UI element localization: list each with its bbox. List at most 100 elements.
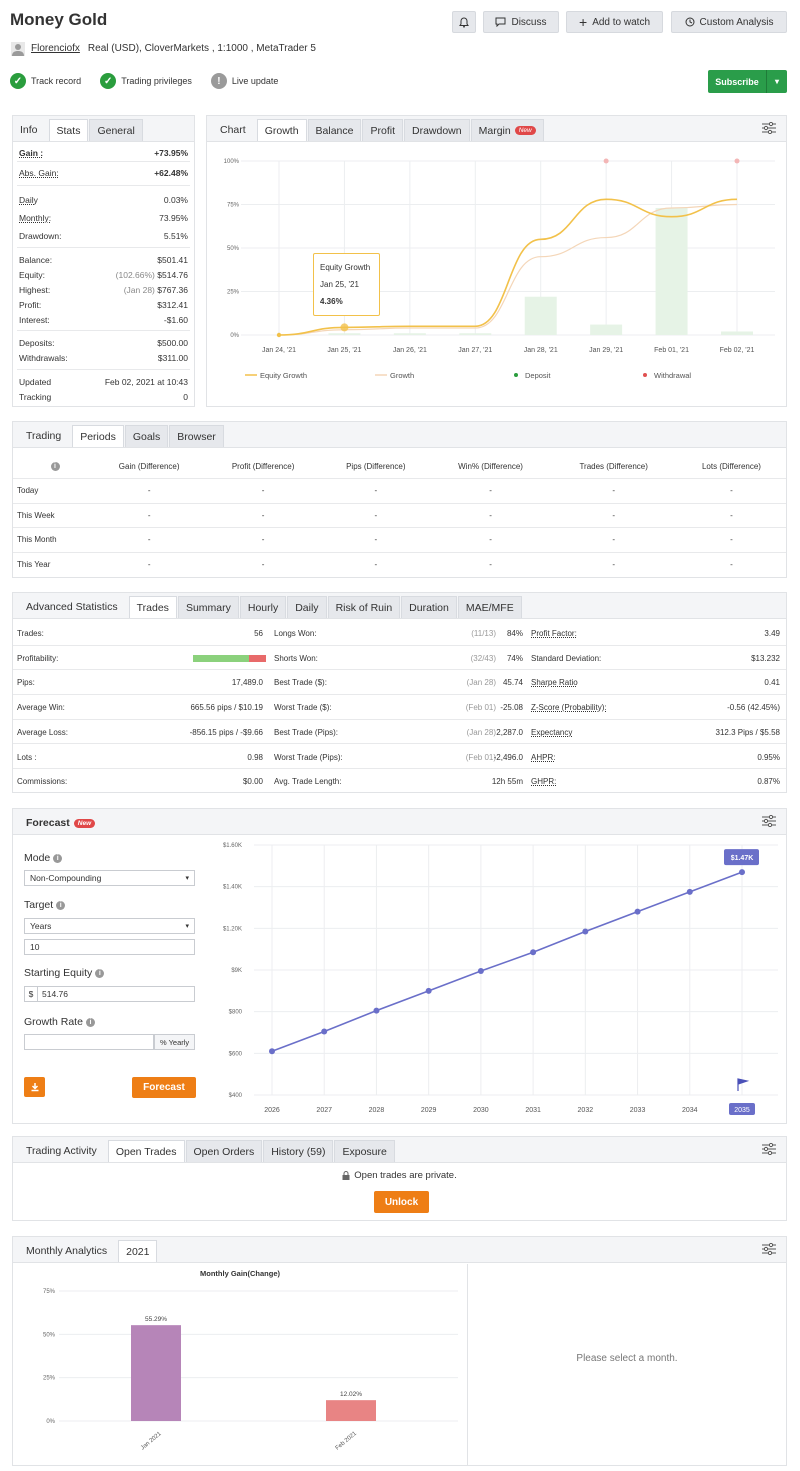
- download-icon: [31, 1083, 38, 1092]
- tab-daily[interactable]: Daily: [287, 596, 327, 618]
- y-tick-label: 100%: [224, 159, 240, 165]
- forecast-line: [271, 871, 743, 1052]
- discuss-button[interactable]: Discuss: [483, 11, 559, 33]
- data-point: [340, 323, 349, 332]
- tab-trading[interactable]: Trading: [26, 430, 62, 442]
- profit-value: $312.41: [157, 299, 188, 310]
- page-title: Money Gold: [10, 10, 108, 29]
- y-tick-label: $600: [229, 1051, 243, 1057]
- stat-value: 0.41: [764, 678, 780, 688]
- tab-history[interactable]: History (59): [263, 1140, 334, 1162]
- starting-equity-input[interactable]: $514.76: [24, 986, 195, 1002]
- periods-panel: Trading Periods Goals Browser i Gain (Di…: [12, 421, 787, 578]
- tab-general[interactable]: General: [89, 119, 143, 141]
- monthly-analytics-panel: Monthly Analytics 2021 Monthly Gain(Chan…: [12, 1236, 787, 1466]
- years-input[interactable]: 10: [24, 939, 195, 955]
- stat-value: 17,489.0: [231, 678, 263, 688]
- tab-margin[interactable]: Margin New: [470, 119, 544, 141]
- download-button[interactable]: [24, 1077, 45, 1097]
- stat-label: Profitability:: [17, 653, 59, 663]
- notifications-button[interactable]: [452, 11, 476, 33]
- unlock-button[interactable]: Unlock: [374, 1191, 429, 1213]
- deposits-value: $500.00: [157, 337, 188, 348]
- tab-profit[interactable]: Profit: [362, 119, 403, 141]
- legend-entry: Withdrawal: [654, 371, 691, 380]
- add-to-watch-button[interactable]: + Add to watch: [566, 11, 663, 33]
- growth-rate-input[interactable]: [24, 1034, 154, 1050]
- info-icon: i: [56, 900, 66, 910]
- subscribe-button[interactable]: Subscribe ▾: [708, 70, 787, 93]
- tab-trading-activity[interactable]: Trading Activity: [26, 1145, 97, 1157]
- user-link[interactable]: Florenciofx: [31, 43, 80, 54]
- private-trades-message: Open trades are private.: [354, 1170, 457, 1181]
- tab-stats[interactable]: Stats: [48, 119, 89, 141]
- tab-mae-mfe[interactable]: MAE/MFE: [457, 596, 522, 618]
- deposit-bar: [328, 333, 361, 335]
- mode-select[interactable]: Non-Compounding ▾: [24, 870, 195, 886]
- stat-note: (Feb 01): [465, 752, 496, 762]
- advanced-statistics-panel: Advanced Statistics Trades Summary Hourl…: [12, 592, 787, 793]
- x-tick-label: Jan 2021: [140, 1431, 163, 1452]
- x-tick-label: 2029: [421, 1107, 437, 1114]
- y-tick-label: 50%: [43, 1332, 56, 1338]
- target-label: Target: [24, 899, 54, 911]
- tab-trades[interactable]: Trades: [128, 596, 177, 618]
- stat-value: 56: [254, 629, 263, 638]
- stat-label: Worst Trade ($):: [274, 703, 332, 713]
- deposit-bar: [524, 296, 557, 335]
- settings-sliders-icon[interactable]: [762, 1243, 776, 1255]
- tab-chart[interactable]: Chart: [220, 124, 246, 136]
- tab-periods[interactable]: Periods: [72, 425, 124, 447]
- forecast-chart: $400 $600 $800 $9K $1.20K $1.40K $1.60K 2026 202…: [223, 843, 778, 1115]
- data-label: 12.02%: [340, 1391, 362, 1398]
- settings-sliders-icon[interactable]: [762, 815, 776, 827]
- tab-open-orders[interactable]: Open Orders: [185, 1140, 263, 1162]
- tab-open-trades[interactable]: Open Trades: [107, 1140, 185, 1162]
- x-tick-label: 2028: [369, 1107, 385, 1114]
- tracking-value: 0: [183, 391, 188, 402]
- tab-hourly[interactable]: Hourly: [239, 596, 287, 618]
- legend-swatch: [643, 373, 647, 377]
- x-tick-label: 2026: [264, 1107, 280, 1114]
- stat-value: $0.00: [242, 777, 263, 787]
- equity-value: $514.76: [157, 269, 188, 280]
- monthly-gain-chart: Monthly Gain(Change) 0% 25% 50% 75% 55.29% Jan…: [43, 1269, 458, 1452]
- chevron-down-icon: ▾: [185, 923, 189, 930]
- info-icon: i: [50, 461, 60, 471]
- deposit-bar: [393, 333, 426, 335]
- y-tick-label: $9K: [231, 968, 242, 974]
- tab-risk-of-ruin[interactable]: Risk of Ruin: [327, 596, 401, 618]
- stat-value: -856.15 pips / -$9.66: [189, 727, 263, 737]
- stat-value: $13.232: [751, 653, 780, 663]
- tab-browser[interactable]: Browser: [169, 425, 224, 447]
- y-tick-label: 0%: [46, 1419, 55, 1425]
- tab-2021[interactable]: 2021: [118, 1240, 158, 1262]
- info-icon: i: [53, 853, 63, 863]
- tab-drawdown[interactable]: Drawdown: [404, 119, 470, 141]
- target-select[interactable]: Years ▾: [24, 918, 195, 934]
- table-header-row: i Gain (Difference) Profit (Difference) …: [13, 454, 786, 479]
- tab-duration[interactable]: Duration: [401, 596, 457, 618]
- settings-sliders-icon[interactable]: [762, 122, 776, 134]
- profitability-bar: [193, 654, 266, 662]
- tab-growth[interactable]: Growth: [256, 119, 307, 141]
- table-row: Average Win: 665.56 pips / $10.19 Worst Tr…: [13, 695, 786, 720]
- tab-exposure[interactable]: Exposure: [334, 1140, 395, 1162]
- updated-label: Updated: [19, 376, 52, 387]
- tab-balance[interactable]: Balance: [307, 119, 362, 141]
- settings-sliders-icon[interactable]: [762, 1143, 776, 1155]
- tab-summary[interactable]: Summary: [177, 596, 239, 618]
- stat-label: Sharpe Ratio: [531, 678, 578, 688]
- forecast-button[interactable]: Forecast: [132, 1077, 196, 1098]
- tab-advanced-statistics[interactable]: Advanced Statistics: [26, 601, 118, 613]
- y-tick-label: 25%: [227, 290, 240, 296]
- custom-analysis-button[interactable]: Custom Analysis: [671, 11, 787, 33]
- flag-icon: [737, 1078, 750, 1091]
- stat-label: Best Trade ($):: [274, 678, 327, 688]
- equity-note: (102.66%): [115, 269, 155, 280]
- bar: [131, 1325, 181, 1421]
- gain-value: +73.95%: [154, 147, 188, 158]
- tab-monthly-analytics[interactable]: Monthly Analytics: [26, 1245, 108, 1257]
- tab-goals[interactable]: Goals: [124, 425, 169, 447]
- tab-info[interactable]: Info: [20, 124, 38, 136]
